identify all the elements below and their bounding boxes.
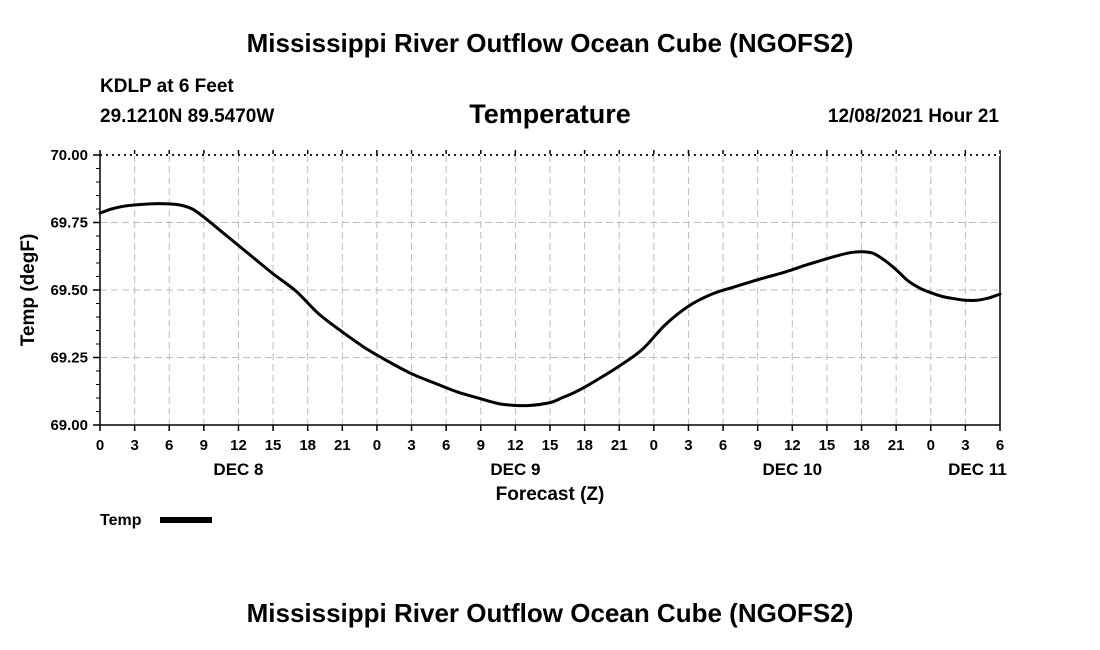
- x-tick-label: 18: [299, 437, 316, 454]
- y-tick-label: 69.00: [50, 417, 88, 434]
- day-label: DEC 9: [490, 460, 540, 479]
- x-axis-title: Forecast (Z): [496, 484, 605, 505]
- day-label: DEC 11: [948, 460, 1007, 479]
- forecast-datetime: 12/08/2021 Hour 21: [827, 106, 999, 127]
- x-tick-label: 12: [507, 437, 524, 454]
- x-tick-label: 6: [442, 437, 450, 454]
- y-tick-label: 70.00: [50, 147, 88, 164]
- legend-swatch: [160, 517, 212, 523]
- y-tick-label: 69.25: [50, 350, 88, 367]
- station-coordinates: 29.1210N 89.5470W: [100, 106, 275, 127]
- x-tick-label: 15: [265, 437, 282, 454]
- x-tick-label: 9: [200, 437, 208, 454]
- x-tick-label: 0: [96, 437, 104, 454]
- axis-ticks: [93, 150, 1001, 431]
- grid: [100, 155, 1000, 425]
- x-tick-label: 3: [130, 437, 138, 454]
- x-tick-label: 21: [888, 437, 905, 454]
- x-tick-label: 0: [650, 437, 658, 454]
- station-label: KDLP at 6 Feet: [100, 76, 234, 97]
- day-label: DEC 10: [763, 460, 823, 479]
- x-tick-label: 9: [477, 437, 485, 454]
- x-tick-label: 12: [230, 437, 247, 454]
- series-line-temp: [98, 202, 1002, 408]
- x-tick-label: 3: [407, 437, 415, 454]
- x-tick-label: 6: [719, 437, 727, 454]
- x-tick-label: 3: [961, 437, 969, 454]
- x-tick-label: 6: [996, 437, 1004, 454]
- x-tick-label: 3: [684, 437, 692, 454]
- x-tick-label: 18: [853, 437, 870, 454]
- y-tick-label: 69.75: [50, 215, 88, 232]
- x-tick-label: 15: [819, 437, 836, 454]
- y-axis-title: Temp (degF): [18, 234, 39, 347]
- y-tick-label: 69.50: [50, 282, 88, 299]
- x-tick-label: 0: [927, 437, 935, 454]
- x-tick-label: 15: [542, 437, 559, 454]
- footer-title: Mississippi River Outflow Ocean Cube (NG…: [246, 598, 854, 628]
- legend-label: Temp: [100, 512, 142, 529]
- day-label: DEC 8: [213, 460, 263, 479]
- chart-subtitle: Temperature: [469, 99, 631, 129]
- x-tick-label: 0: [373, 437, 381, 454]
- axis-labels: 0 3 6 9 12 15 18 21 0 3 6 9 12 15 18 21 0 3 6 9 12 15 18 21 0 3 6 7…: [50, 147, 1006, 479]
- x-tick-label: 21: [611, 437, 628, 454]
- chart-title: Mississippi River Outflow Ocean Cube (NG…: [246, 28, 854, 58]
- x-tick-label: 9: [754, 437, 762, 454]
- x-tick-label: 12: [784, 437, 801, 454]
- x-tick-label: 21: [334, 437, 351, 454]
- x-tick-label: 18: [576, 437, 593, 454]
- x-tick-label: 6: [165, 437, 173, 454]
